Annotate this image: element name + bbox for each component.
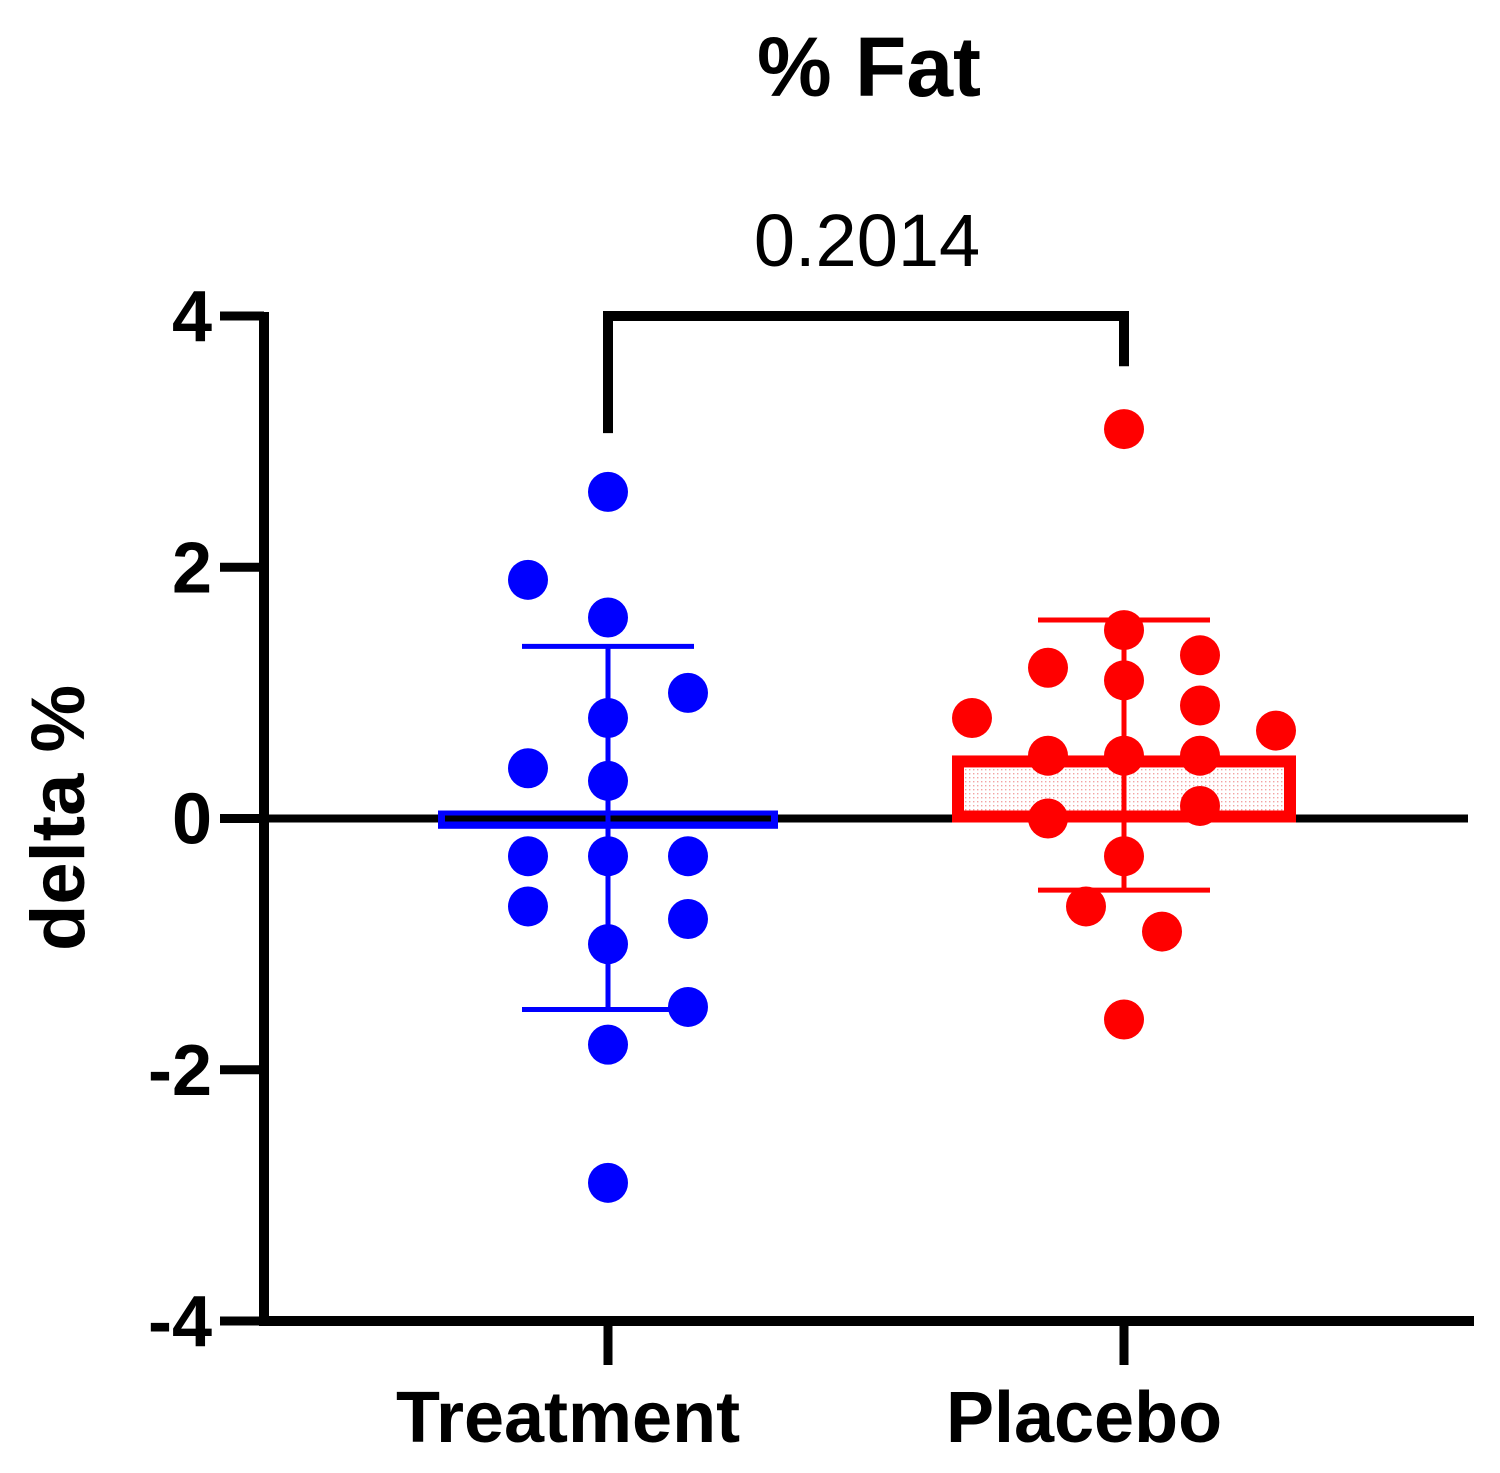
treatment-data-point [588, 597, 628, 638]
placebo-data-point [1066, 886, 1106, 927]
x-tick-label: Treatment [396, 1378, 740, 1458]
treatment-data-point [588, 836, 628, 877]
treatment-data-point [668, 899, 708, 939]
placebo-data-point [1142, 911, 1182, 952]
p-value-label: 0.2014 [754, 199, 980, 282]
y-tick-label: -2 [148, 1031, 212, 1111]
treatment-data-point [588, 698, 628, 738]
treatment-data-point [588, 924, 628, 965]
placebo-data-point [1180, 635, 1220, 676]
chart-title: % Fat [757, 20, 981, 114]
data-points-layer [508, 409, 1296, 1203]
x-tick-label: Placebo [946, 1378, 1222, 1458]
treatment-data-point [588, 1162, 628, 1203]
treatment-data-point [588, 471, 628, 512]
treatment-data-point [508, 886, 548, 927]
y-tick-label: 2 [172, 528, 212, 608]
treatment-data-point [668, 672, 708, 713]
placebo-data-point [1104, 836, 1144, 877]
treatment-data-point [508, 836, 548, 877]
placebo-data-point [1256, 710, 1296, 751]
treatment-data-point [588, 1024, 628, 1065]
placebo-data-point [1180, 785, 1220, 826]
y-tick-label: -4 [148, 1282, 212, 1362]
treatment-data-point [508, 748, 548, 789]
placebo-data-point [1104, 999, 1144, 1040]
placebo-data-point [1104, 409, 1144, 450]
y-tick-label: 0 [172, 780, 212, 860]
treatment-data-point [588, 760, 628, 801]
y-axis-label: delta % [16, 685, 101, 951]
placebo-data-point [1028, 798, 1068, 839]
treatment-data-point [668, 986, 708, 1027]
placebo-data-point [1028, 735, 1068, 776]
axes-layer: 4 2 0 -2 -4 Treatment Placebo [148, 277, 1474, 1458]
placebo-data-point [1104, 735, 1144, 776]
placebo-data-point [1104, 610, 1144, 651]
treatment-data-point [508, 559, 548, 600]
placebo-data-point [1028, 647, 1068, 688]
significance-annotation: 0.2014 [603, 199, 1129, 434]
treatment-data-point [668, 836, 708, 877]
placebo-data-point [1180, 735, 1220, 776]
significance-bracket [603, 311, 1129, 434]
y-tick-label: 4 [172, 277, 212, 357]
placebo-data-point [952, 698, 992, 738]
placebo-data-point [1104, 660, 1144, 701]
placebo-data-point [1180, 685, 1220, 726]
